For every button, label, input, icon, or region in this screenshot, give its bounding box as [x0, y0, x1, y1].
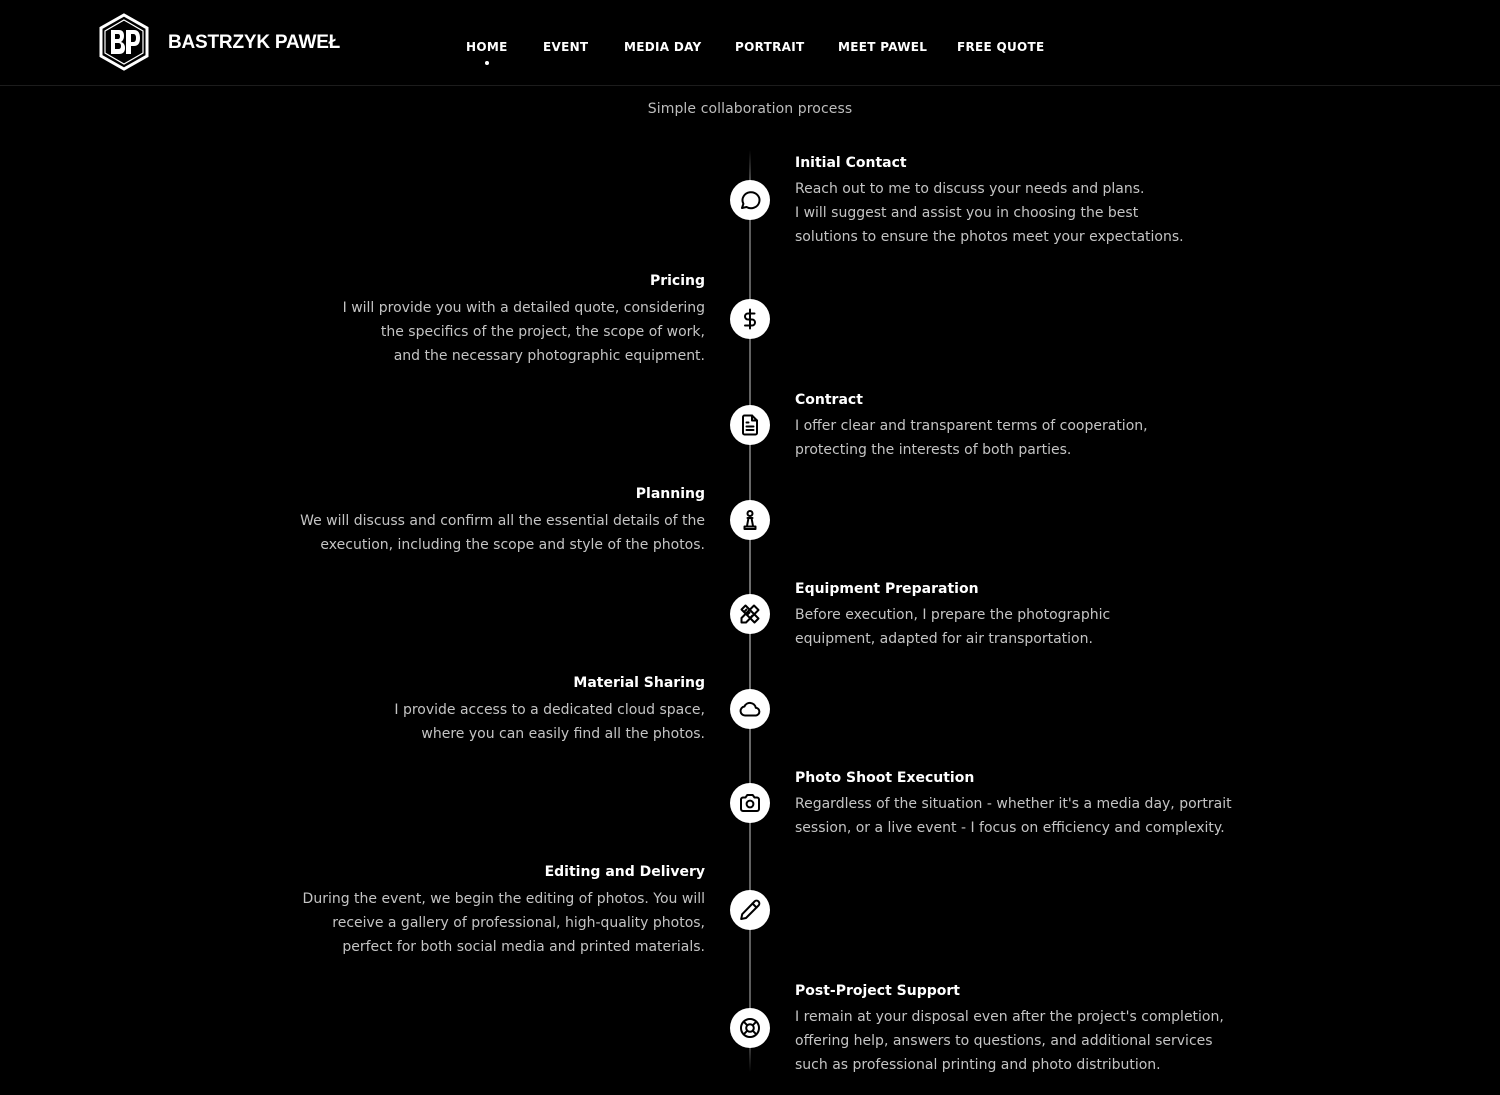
- nav-meet-pawel[interactable]: MEET PAWEL: [838, 40, 928, 54]
- step-description: Reach out to me to discuss your needs an…: [795, 181, 1184, 245]
- step-description: Before execution, I prepare the photogra…: [795, 607, 1111, 647]
- nav-media-day[interactable]: MEDIA DAY: [624, 40, 702, 54]
- site-header: BASTRZYK PAWEŁ HOME EVENT MEDIA DAY PORT…: [0, 0, 1500, 86]
- section-subtitle: Simple collaboration process: [647, 101, 853, 117]
- step-description: I offer clear and transparent terms of c…: [795, 418, 1148, 458]
- brand-name[interactable]: BASTRZYK PAWEŁ: [168, 32, 341, 53]
- step-title: Planning: [635, 486, 705, 502]
- step-title: Equipment Preparation: [795, 581, 979, 597]
- chat-bubble-icon: [730, 180, 770, 220]
- document-icon: [730, 405, 770, 445]
- step-title: Contract: [795, 392, 863, 408]
- pencil-ruler-icon: [730, 594, 770, 634]
- active-indicator: [484, 61, 489, 65]
- logo-icon[interactable]: [98, 13, 150, 71]
- lifebuoy-icon: [730, 1008, 770, 1048]
- step-title: Pricing: [649, 273, 705, 289]
- step-title: Photo Shoot Execution: [795, 770, 975, 786]
- step-title: Editing and Delivery: [544, 864, 705, 880]
- step-description: I will provide you with a detailed quote…: [342, 300, 705, 364]
- step-description: During the event, we begin the editing o…: [302, 891, 705, 955]
- camera-icon: [730, 783, 770, 823]
- nav-event[interactable]: EVENT: [543, 40, 589, 54]
- pencil-icon: [730, 890, 770, 930]
- step-description: I provide access to a dedicated cloud sp…: [394, 702, 705, 742]
- dollar-icon: [730, 299, 770, 339]
- main-nav: HOME EVENT MEDIA DAY PORTRAIT MEET PAWEL…: [0, 40, 1500, 70]
- step-description: Regardless of the situation - whether it…: [795, 796, 1232, 836]
- step-description: We will discuss and confirm all the esse…: [300, 513, 705, 553]
- nav-portrait[interactable]: PORTRAIT: [735, 40, 805, 54]
- chess-pawn-icon: [730, 500, 770, 540]
- step-description: I remain at your disposal even after the…: [795, 1009, 1224, 1073]
- nav-home[interactable]: HOME: [466, 40, 508, 65]
- step-title: Material Sharing: [573, 675, 705, 691]
- cloud-icon: [730, 689, 770, 729]
- step-title: Post-Project Support: [795, 983, 960, 999]
- step-title: Initial Contact: [795, 155, 907, 171]
- nav-free-quote[interactable]: FREE QUOTE: [957, 40, 1045, 54]
